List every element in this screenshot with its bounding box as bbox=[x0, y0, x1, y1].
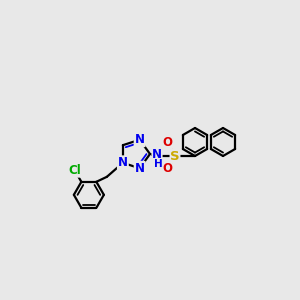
Text: Cl: Cl bbox=[68, 164, 81, 177]
Text: N: N bbox=[152, 148, 162, 161]
Text: N: N bbox=[135, 162, 145, 175]
Text: O: O bbox=[162, 163, 172, 176]
Text: N: N bbox=[135, 133, 145, 146]
Text: H: H bbox=[154, 159, 162, 169]
Text: O: O bbox=[162, 136, 172, 149]
Text: N: N bbox=[118, 156, 128, 169]
Text: S: S bbox=[170, 149, 180, 163]
